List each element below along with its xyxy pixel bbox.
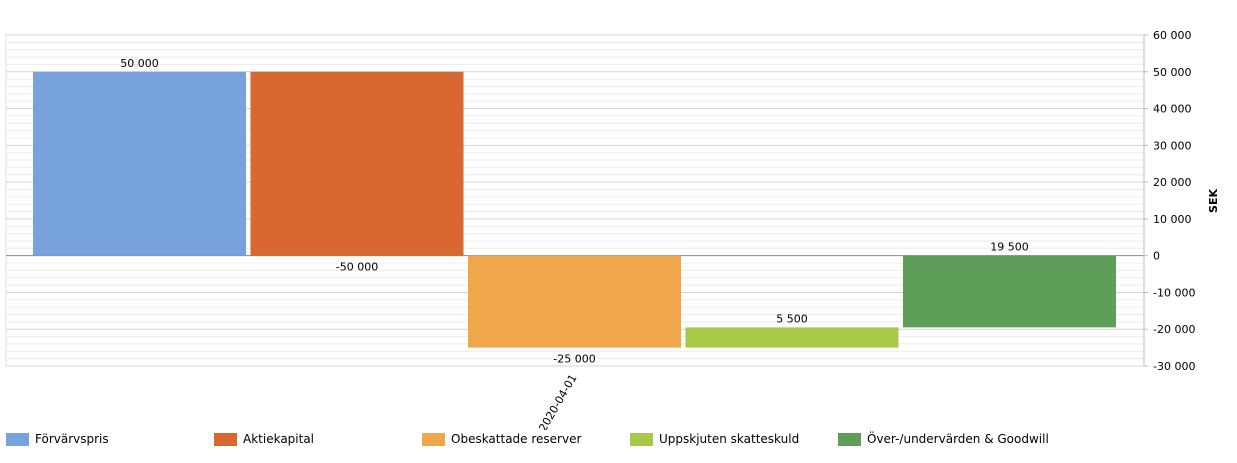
legend-label: Uppskjuten skatteskuld: [659, 432, 800, 446]
y-tick-label: 40 000: [1153, 103, 1192, 116]
y-tick-label: 0: [1153, 250, 1160, 263]
y-tick-label: 30 000: [1153, 139, 1192, 152]
legend-swatch: [630, 432, 653, 446]
bar: [903, 255, 1116, 328]
legend-label: Förvärvspris: [35, 432, 109, 446]
y-tick-label: -20 000: [1153, 323, 1195, 336]
legend-item-uppskjuten-skatteskuld[interactable]: Uppskjuten skatteskuld: [630, 432, 799, 446]
x-axis: 2020-04-01: [536, 372, 579, 430]
y-tick-label: 20 000: [1153, 176, 1192, 189]
data-labels: 50 000 -50 000 -25 000 5 500 19 500: [120, 57, 1029, 366]
y-tick-label: -10 000: [1153, 286, 1195, 299]
legend: Förvärvspris Aktiekapital Obeskattade re…: [6, 432, 1231, 448]
data-label: -25 000: [553, 353, 595, 366]
legend-item-forvarvspris[interactable]: Förvärvspris: [6, 432, 109, 446]
y-tick-label: 10 000: [1153, 213, 1192, 226]
legend-label: Aktiekapital: [243, 432, 315, 446]
y-axis: 60 000 50 000 40 000 30 000 20 000 10 000 0 -10…: [1143, 29, 1195, 373]
bar: [685, 327, 899, 348]
data-label: 50 000: [120, 57, 159, 70]
legend-swatch: [838, 432, 861, 446]
data-label: 19 500: [990, 241, 1029, 254]
legend-swatch: [214, 432, 237, 446]
y-axis-title: SEK: [1207, 189, 1220, 213]
bar: [250, 71, 464, 256]
legend-item-obeskattade-reserver[interactable]: Obeskattade reserver: [422, 432, 581, 446]
legend-swatch: [422, 432, 445, 446]
y-tick-label: 50 000: [1153, 66, 1192, 79]
y-tick-label: 60 000: [1153, 29, 1192, 42]
waterfall-chart: 50 000 -50 000 -25 000 5 500 19 500 60 000 50…: [5, 29, 1220, 430]
legend-item-overvarden-goodwill[interactable]: Över-/undervärden & Goodwill: [838, 432, 1049, 446]
data-label: -50 000: [336, 261, 378, 274]
legend-label: Obeskattade reserver: [451, 432, 582, 446]
bars: [33, 71, 1116, 348]
data-label: 5 500: [776, 312, 808, 325]
bar: [468, 255, 681, 348]
legend-label: Över-/undervärden & Goodwill: [867, 432, 1049, 446]
x-tick-label: 2020-04-01: [536, 372, 579, 430]
y-tick-label: -30 000: [1153, 360, 1195, 373]
legend-swatch: [6, 432, 29, 446]
legend-item-aktiekapital[interactable]: Aktiekapital: [214, 432, 314, 446]
bar: [33, 71, 246, 256]
